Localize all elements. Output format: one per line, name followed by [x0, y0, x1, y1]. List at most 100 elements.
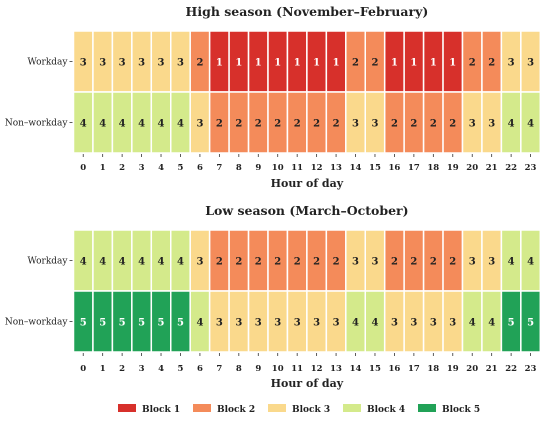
cell-value-label: 5: [99, 318, 106, 329]
cell-value-label: 4: [99, 257, 106, 268]
cell-value-label: 5: [158, 318, 165, 329]
cell-value-label: 2: [333, 119, 340, 130]
cell-value-label: 3: [313, 318, 320, 329]
cell-value-label: 1: [313, 58, 320, 69]
cell-value-label: 2: [274, 119, 281, 130]
cell-value-label: 2: [391, 119, 398, 130]
x-tick-label: 13: [330, 364, 342, 374]
x-tick-label: 21: [486, 364, 498, 374]
row-label: Workday: [27, 58, 68, 68]
cell-value-label: 2: [216, 257, 223, 268]
legend-label: Block 1: [142, 405, 180, 415]
cell-value-label: 4: [138, 119, 145, 130]
x-tick-label: 11: [291, 163, 303, 173]
cell-value-label: 3: [255, 318, 262, 329]
cell-value-label: 5: [138, 318, 145, 329]
row-label: Non–workday: [5, 318, 69, 328]
cell-value-label: 4: [352, 318, 359, 329]
cell-value-label: 2: [333, 257, 340, 268]
cell-value-label: 3: [527, 58, 534, 69]
cell-value-label: 1: [410, 58, 417, 69]
cell-value-label: 4: [138, 257, 145, 268]
x-tick-label: 16: [389, 364, 401, 374]
cell-value-label: 4: [527, 119, 534, 130]
x-tick-label: 4: [158, 364, 164, 374]
x-tick-label: 17: [408, 364, 420, 374]
cell-value-label: 2: [294, 119, 301, 130]
cell-value-label: 2: [216, 119, 223, 130]
cell-value-label: 5: [119, 318, 126, 329]
cell-value-label: 2: [371, 58, 378, 69]
x-axis-label: Hour of day: [271, 377, 344, 390]
cell-value-label: 3: [177, 58, 184, 69]
x-tick-label: 23: [525, 364, 537, 374]
x-tick-label: 14: [350, 163, 362, 173]
legend-swatch: [193, 404, 211, 412]
cell-value-label: 4: [508, 119, 515, 130]
panel-1: High season (November–February) Workday 3 3…: [5, 4, 542, 190]
x-tick-label: 6: [197, 364, 203, 374]
x-tick-label: 8: [236, 364, 242, 374]
cell-value-label: 2: [449, 257, 456, 268]
cell-value-label: 2: [391, 257, 398, 268]
cell-value-label: 3: [138, 58, 145, 69]
cell-value-label: 4: [177, 257, 184, 268]
cell-value-label: 2: [410, 119, 417, 130]
cell-value-label: 3: [99, 58, 106, 69]
cell-value-label: 3: [196, 119, 203, 130]
x-tick-label: 9: [255, 163, 261, 173]
cell-value-label: 2: [313, 257, 320, 268]
cell-value-label: 4: [119, 119, 126, 130]
cell-value-label: 2: [352, 58, 359, 69]
x-tick-label: 2: [119, 364, 125, 374]
cell-value-label: 3: [196, 257, 203, 268]
x-tick-label: 18: [427, 364, 439, 374]
x-tick-label: 4: [158, 163, 164, 173]
x-tick-label: 10: [272, 364, 284, 374]
x-tick-label: 18: [427, 163, 439, 173]
x-tick-label: 6: [197, 163, 203, 173]
x-tick-label: 14: [350, 364, 362, 374]
cell-value-label: 4: [469, 318, 476, 329]
cell-value-label: 4: [119, 257, 126, 268]
cell-value-label: 1: [449, 58, 456, 69]
cell-value-label: 3: [158, 58, 165, 69]
panel-2: Low season (March–October) Workday 4 4 4 4 4 4 3…: [5, 203, 542, 390]
x-tick-label: 10: [272, 163, 284, 173]
cell-value-label: 2: [294, 257, 301, 268]
cell-value-label: 3: [508, 58, 515, 69]
legend-swatch: [343, 404, 361, 412]
cell-value-label: 3: [216, 318, 223, 329]
cell-value-label: 2: [410, 257, 417, 268]
legend-label: Block 3: [292, 405, 330, 415]
x-tick-label: 1: [100, 364, 106, 374]
x-tick-label: 0: [80, 364, 86, 374]
x-tick-label: 0: [80, 163, 86, 173]
cell-value-label: 2: [235, 119, 242, 130]
row-label: Workday: [27, 257, 68, 267]
x-tick-label: 22: [505, 163, 517, 173]
cell-value-label: 1: [391, 58, 398, 69]
legend: Block 1 Block 2 Block 3 Block 4 Block 5: [118, 404, 480, 415]
cell-value-label: 1: [294, 58, 301, 69]
legend-label: Block 4: [367, 405, 405, 415]
cell-value-label: 3: [80, 58, 87, 69]
cell-value-label: 4: [99, 119, 106, 130]
legend-swatch: [118, 404, 136, 412]
cell-value-label: 1: [216, 58, 223, 69]
cell-value-label: 2: [469, 58, 476, 69]
x-tick-label: 3: [139, 364, 145, 374]
x-tick-label: 2: [119, 163, 125, 173]
cell-value-label: 1: [235, 58, 242, 69]
x-tick-label: 7: [216, 163, 222, 173]
cell-value-label: 4: [508, 257, 515, 268]
cell-value-label: 3: [352, 257, 359, 268]
x-tick-label: 17: [408, 163, 420, 173]
cell-value-label: 4: [80, 119, 87, 130]
x-tick-label: 20: [466, 364, 478, 374]
cell-value-label: 4: [196, 318, 203, 329]
cell-value-label: 4: [527, 257, 534, 268]
x-tick-label: 19: [447, 364, 459, 374]
cell-value-label: 3: [449, 318, 456, 329]
